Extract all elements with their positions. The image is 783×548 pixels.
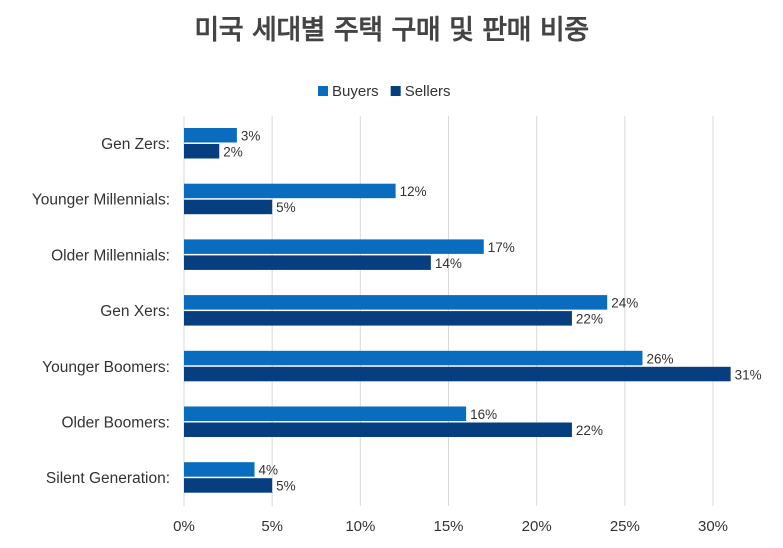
buyers-bar	[184, 462, 255, 477]
buyers-data-label: 4%	[259, 463, 279, 478]
category-label: Gen Xers:	[100, 303, 170, 320]
sellers-bar	[184, 478, 273, 493]
gridlines	[183, 116, 714, 506]
buyers-bar	[184, 406, 467, 421]
sellers-bar	[184, 199, 273, 215]
sellers-data-label: 22%	[576, 423, 603, 438]
buyers-bar	[184, 128, 237, 143]
sellers-data-label: 5%	[276, 200, 296, 215]
buyers-legend-swatch	[318, 86, 328, 96]
sellers-data-label: 31%	[735, 367, 762, 382]
sellers-data-label: 22%	[576, 312, 603, 327]
category-label: Younger Millennials:	[32, 192, 170, 209]
category-labels: Gen Zers: Younger Millennials: Older Mille…	[32, 136, 170, 487]
sellers-bar	[184, 366, 731, 382]
buyers-data-label: 17%	[488, 240, 515, 255]
buyers-data-label: 12%	[400, 184, 427, 199]
category-label: Younger Boomers:	[42, 359, 170, 376]
x-tick-label: 25%	[610, 518, 640, 535]
sellers-legend-swatch	[390, 86, 401, 96]
sellers-bar	[184, 422, 572, 437]
x-tick-label: 15%	[433, 518, 463, 535]
sellers-bar	[184, 144, 220, 159]
chart-title: 미국 세대별 주택 구매 및 판매 비중	[194, 15, 589, 46]
buyers-bar	[184, 350, 643, 366]
data-labels: 3%2%12%5%17%14%24%22%26%31%16%22%4%5%	[223, 129, 761, 494]
sellers-legend-label: Sellers	[405, 83, 451, 100]
x-tick-label: 10%	[345, 518, 375, 535]
sellers-data-label: 5%	[276, 479, 296, 494]
buyers-data-label: 16%	[470, 407, 497, 422]
sellers-bar	[184, 311, 572, 326]
sellers-data-label: 14%	[435, 256, 462, 271]
buyers-data-label: 3%	[241, 129, 261, 144]
category-label: Older Millennials:	[51, 247, 170, 264]
x-tick-label: 0%	[173, 518, 195, 535]
x-axis-ticks: 0% 5% 10% 15% 20% 25% 30%	[173, 518, 728, 535]
x-tick-label: 5%	[261, 518, 283, 535]
sellers-bar	[184, 255, 431, 270]
category-label: Silent Generation:	[46, 470, 170, 487]
buyers-bar	[184, 295, 608, 310]
buyers-data-label: 24%	[611, 296, 638, 311]
sellers-data-label: 2%	[223, 145, 243, 160]
buyers-data-label: 26%	[646, 351, 673, 366]
category-label: Older Boomers:	[61, 415, 170, 432]
x-tick-label: 20%	[522, 518, 552, 535]
x-tick-label: 30%	[698, 518, 728, 535]
buyers-bar	[184, 183, 396, 199]
buyers-bar	[184, 239, 484, 254]
category-label: Gen Zers:	[101, 136, 170, 153]
legend: Buyers Sellers	[318, 83, 451, 100]
bars	[184, 128, 731, 493]
buyers-legend-label: Buyers	[332, 83, 379, 100]
